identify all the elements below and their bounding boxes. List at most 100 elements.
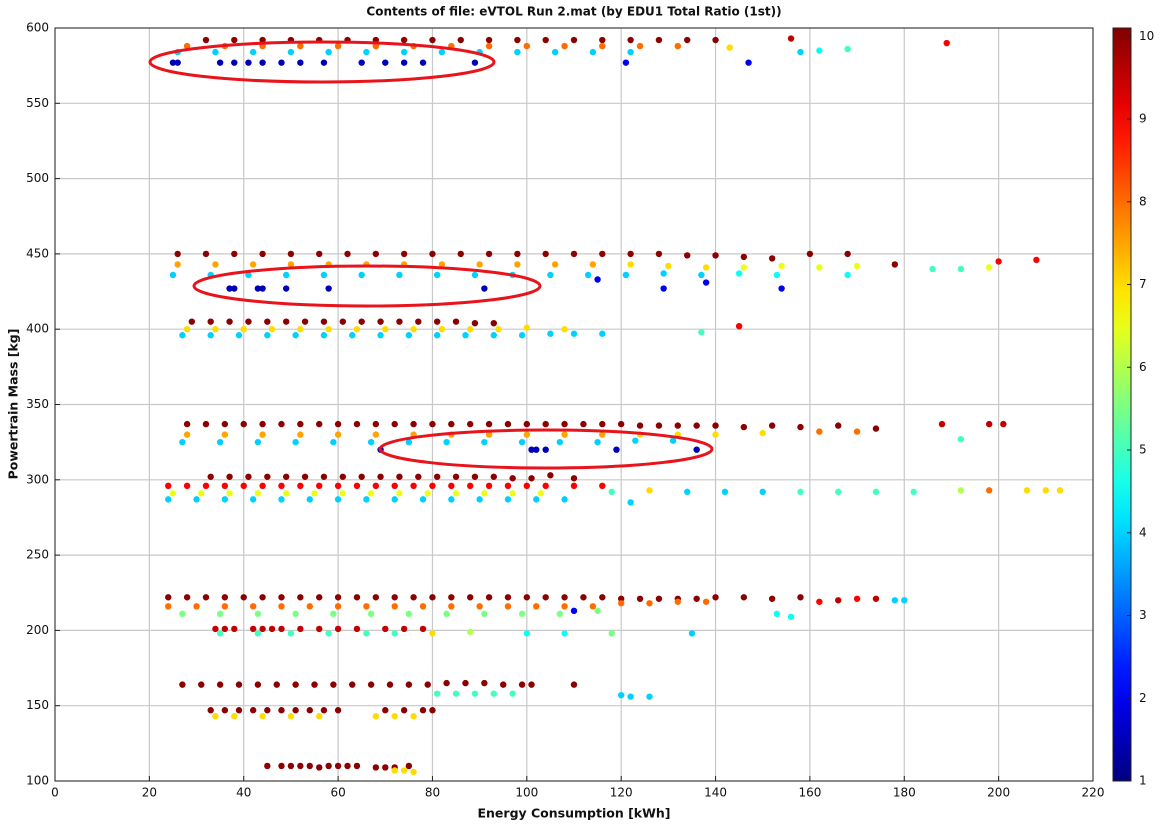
point xyxy=(297,326,304,333)
point xyxy=(528,681,535,688)
point xyxy=(547,271,554,279)
point xyxy=(542,594,549,601)
point xyxy=(537,490,545,497)
y-tick-label: 550 xyxy=(26,96,49,110)
point xyxy=(471,271,479,279)
x-tick-label: 0 xyxy=(51,786,59,800)
point xyxy=(551,261,559,268)
point xyxy=(665,262,672,270)
point xyxy=(339,473,347,480)
point xyxy=(693,422,700,429)
point xyxy=(221,482,229,490)
point xyxy=(216,59,224,66)
point xyxy=(485,36,493,44)
point xyxy=(556,438,564,446)
point xyxy=(542,420,549,428)
point xyxy=(344,762,351,770)
point xyxy=(599,330,606,337)
point xyxy=(542,446,549,453)
point xyxy=(806,250,814,258)
point xyxy=(608,488,615,496)
point xyxy=(264,318,271,325)
point xyxy=(853,595,861,602)
point xyxy=(372,594,380,601)
point xyxy=(325,326,332,333)
point xyxy=(264,762,271,770)
point xyxy=(325,630,332,637)
grid xyxy=(54,27,1094,782)
point xyxy=(193,603,200,610)
point xyxy=(495,326,502,333)
point xyxy=(433,690,441,697)
point xyxy=(570,681,578,688)
point xyxy=(768,422,776,429)
point xyxy=(193,496,200,503)
point xyxy=(613,446,620,453)
point xyxy=(835,488,842,496)
point xyxy=(287,250,295,258)
point xyxy=(259,431,266,438)
point xyxy=(816,428,823,435)
point xyxy=(273,681,280,688)
point xyxy=(183,42,191,50)
point xyxy=(419,707,427,714)
point xyxy=(429,630,436,637)
point xyxy=(509,475,516,482)
point xyxy=(901,597,908,604)
colorbar-tick-label: 3 xyxy=(1139,608,1147,622)
point xyxy=(226,318,233,325)
point xyxy=(183,482,191,490)
point xyxy=(278,762,285,770)
point xyxy=(183,420,191,428)
point xyxy=(433,271,441,279)
point xyxy=(259,625,266,633)
point xyxy=(674,422,681,429)
point xyxy=(306,496,313,503)
point xyxy=(957,435,965,443)
point xyxy=(264,473,271,480)
point xyxy=(278,420,285,428)
point xyxy=(377,332,384,339)
point xyxy=(561,420,568,428)
point xyxy=(212,625,219,633)
point xyxy=(391,630,398,637)
point xyxy=(297,482,304,490)
point xyxy=(787,613,795,621)
point xyxy=(438,48,446,56)
point xyxy=(518,332,526,339)
point xyxy=(835,597,842,604)
point xyxy=(216,438,224,446)
point xyxy=(584,271,592,279)
y-tick-label: 400 xyxy=(26,322,49,336)
point xyxy=(448,482,455,490)
point xyxy=(235,681,243,688)
point xyxy=(768,255,776,262)
point xyxy=(287,630,295,637)
point xyxy=(608,630,615,637)
point xyxy=(231,285,238,292)
point xyxy=(179,438,186,446)
point xyxy=(372,250,380,258)
point xyxy=(504,594,512,601)
point xyxy=(334,594,342,601)
point xyxy=(872,488,880,496)
point xyxy=(311,681,318,688)
point xyxy=(599,420,606,428)
point xyxy=(278,707,285,714)
point xyxy=(787,35,795,42)
point xyxy=(485,42,493,50)
point xyxy=(1033,256,1040,264)
point xyxy=(467,628,474,636)
point xyxy=(457,250,464,258)
point xyxy=(419,59,427,66)
point xyxy=(462,332,469,339)
x-tick-label: 60 xyxy=(330,786,345,800)
point xyxy=(419,496,427,503)
point xyxy=(452,490,460,497)
x-tick-label: 100 xyxy=(515,786,538,800)
point xyxy=(207,473,214,480)
point xyxy=(292,610,299,618)
point xyxy=(627,261,634,268)
point xyxy=(929,265,936,273)
